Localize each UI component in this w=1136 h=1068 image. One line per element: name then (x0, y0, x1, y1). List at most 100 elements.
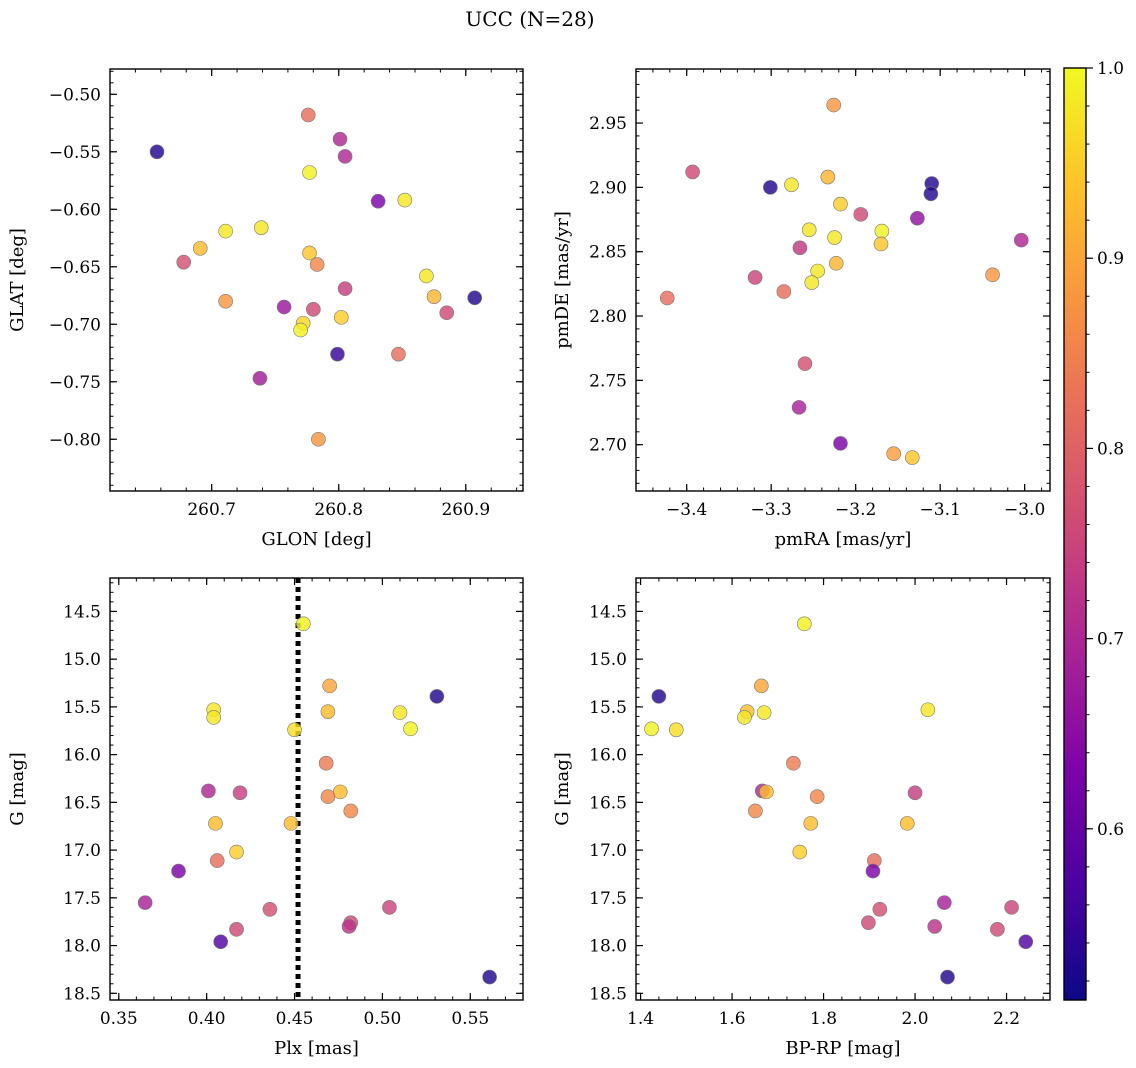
data-point (403, 721, 418, 737)
minor-ticks (110, 578, 524, 1000)
data-point (332, 784, 348, 800)
colorbar-tick-label: 0.8 (1097, 439, 1124, 459)
data-point (192, 241, 208, 256)
y-tick-label: 2.85 (589, 243, 627, 263)
x-axis-label: GLON [deg] (261, 529, 371, 550)
data-point (651, 689, 667, 704)
data-point (920, 702, 936, 718)
data-point (874, 223, 890, 239)
data-point (797, 616, 812, 632)
data-point (370, 193, 386, 209)
data-point (337, 281, 353, 296)
data-point (426, 289, 442, 304)
data-point (306, 302, 321, 317)
y-tick-label: −0.50 (49, 85, 101, 105)
data-point (872, 901, 888, 917)
data-point (737, 710, 752, 725)
data-point (209, 853, 225, 868)
data-point (218, 293, 233, 309)
figure-title: UCC (N=28) (465, 7, 594, 31)
data-point (820, 169, 836, 185)
data-point (333, 310, 349, 325)
data-point (341, 919, 357, 934)
colorbar-tick-label: 1.0 (1097, 59, 1124, 79)
data-point (283, 816, 299, 831)
colorbar-gradient (1063, 67, 1087, 1001)
minor-ticks (109, 69, 523, 491)
data-points (644, 616, 1034, 985)
y-tick-label: 17.5 (63, 889, 101, 909)
x-tick-label: 1.6 (719, 1009, 746, 1029)
data-point (392, 705, 408, 720)
data-point (252, 371, 268, 386)
x-tick-label: 260.7 (187, 500, 236, 520)
data-point (137, 895, 153, 910)
x-tick-label: 1.4 (627, 1009, 654, 1029)
y-tick-label: 15.5 (589, 698, 627, 718)
data-point (833, 196, 848, 212)
y-tick-label: 2.70 (589, 436, 627, 456)
data-point (309, 257, 325, 272)
axes-frame (109, 68, 524, 492)
data-point (293, 322, 308, 338)
data-point (343, 803, 359, 819)
panel-2: −3.4 −3.3 −3.2 −3.1 −3.0 2.70 2.75 2.80 2.85 2.90… (552, 68, 1051, 550)
data-points (149, 107, 483, 447)
x-tick-label: 2.2 (993, 1009, 1020, 1029)
data-point (685, 164, 700, 180)
data-point (659, 290, 675, 306)
data-points (137, 616, 497, 985)
data-point (391, 346, 406, 362)
x-tick-label: −3.4 (666, 500, 707, 520)
y-tick-label: 14.5 (589, 602, 627, 622)
y-axis-label: GLAT [deg] (7, 228, 28, 332)
data-point (287, 722, 302, 738)
y-tick-label: −0.60 (49, 200, 101, 220)
data-point (791, 400, 807, 415)
data-point (208, 816, 223, 831)
data-point (985, 267, 1000, 283)
y-tick-label: 16.5 (63, 793, 101, 813)
data-point (754, 678, 769, 694)
data-point (176, 254, 192, 270)
y-tick-label: 16.5 (589, 793, 627, 813)
data-point (810, 263, 825, 279)
data-point (320, 789, 336, 804)
data-point (337, 149, 353, 164)
data-point (899, 816, 915, 831)
y-tick-label: 2.75 (589, 371, 627, 391)
y-tick-label: 2.80 (589, 307, 627, 327)
data-point (439, 305, 455, 321)
data-point (833, 436, 848, 451)
data-point (792, 844, 808, 860)
data-point (296, 616, 311, 632)
data-point (886, 446, 901, 461)
data-point (923, 186, 939, 202)
data-point (828, 255, 844, 271)
y-tick-label: 15.0 (63, 650, 101, 670)
colorbar: 0.6 0.7 0.8 0.9 1.0 (1063, 59, 1124, 1001)
x-tick-label: −3.0 (1004, 500, 1045, 520)
data-point (801, 222, 817, 238)
data-point (904, 450, 920, 465)
data-points (659, 97, 1029, 465)
data-point (940, 969, 955, 985)
y-tick-label: 16.0 (63, 746, 101, 766)
data-point (1018, 934, 1034, 950)
panel-4: 1.4 1.6 1.8 2.0 2.2 14.5 15.0 15.5 16.0 16.5 17.0 1… (552, 577, 1051, 1059)
data-point (419, 268, 434, 284)
data-point (804, 275, 820, 290)
data-point (1013, 232, 1029, 248)
data-point (149, 144, 165, 160)
data-point (937, 895, 952, 910)
data-point (1004, 900, 1019, 915)
y-tick-label: −0.55 (49, 143, 101, 163)
data-point (865, 863, 881, 879)
minor-ticks (636, 578, 1050, 1000)
x-tick-label: 0.35 (100, 1009, 138, 1029)
y-tick-label: 2.95 (589, 114, 627, 134)
data-point (429, 689, 445, 704)
y-tick-label: −0.80 (49, 430, 101, 450)
y-tick-label: 2.90 (589, 178, 627, 198)
